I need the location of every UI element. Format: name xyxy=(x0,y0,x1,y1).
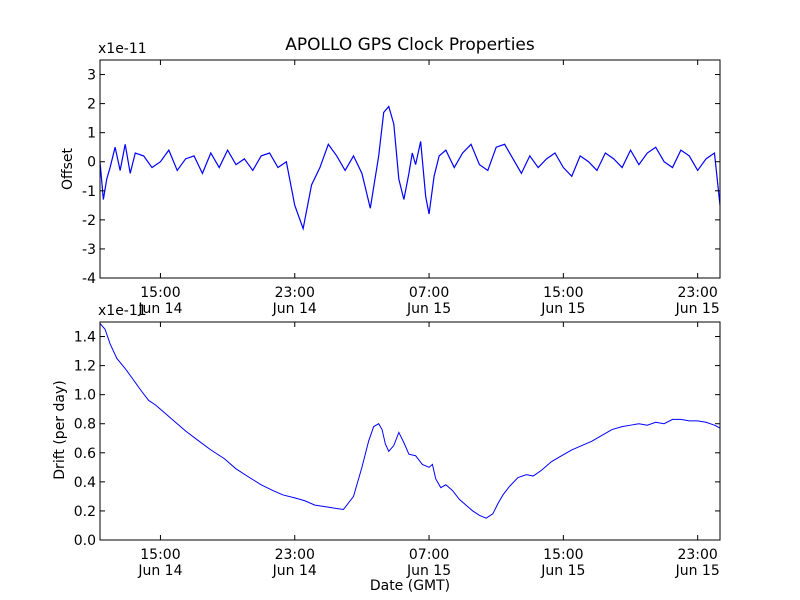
y-tick-label: 0 xyxy=(87,155,96,171)
drift-y-axis-label: Drift (per day) xyxy=(52,380,68,479)
y-tick-label: 0.0 xyxy=(74,533,96,549)
x-tick-date-label: Jun 15 xyxy=(540,563,585,579)
y-tick-label: 3 xyxy=(87,68,96,84)
y-tick-label: 1 xyxy=(87,126,96,142)
drift-multiplier-label: x1e-11 xyxy=(98,303,147,319)
y-tick-label: 0.2 xyxy=(74,504,96,520)
x-tick-date-label: Jun 15 xyxy=(675,301,720,317)
x-tick-date-label: Jun 15 xyxy=(406,301,451,317)
y-tick-label: 1.4 xyxy=(74,330,96,346)
x-tick-time-label: 07:00 xyxy=(409,285,449,301)
x-tick-time-label: 15:00 xyxy=(140,285,180,301)
offset-y-axis-label: Offset xyxy=(60,147,76,190)
x-tick-time-label: 23:00 xyxy=(677,285,717,301)
x-tick-time-label: 15:00 xyxy=(140,547,180,563)
offset-chart: APOLLO GPS Clock Properties x1e-11 Offse… xyxy=(60,35,721,317)
y-tick-label: 2 xyxy=(87,97,96,113)
drift-x-axis-label: Date (GMT) xyxy=(370,578,450,594)
x-tick-date-label: Jun 14 xyxy=(272,301,317,317)
y-tick-label: 1.0 xyxy=(74,388,96,404)
x-tick-time-label: 07:00 xyxy=(409,547,449,563)
y-tick-label: -3 xyxy=(82,242,96,258)
drift-series-layer xyxy=(99,323,721,519)
series-line-0 xyxy=(99,323,721,519)
series-line-0 xyxy=(99,105,721,231)
x-tick-date-label: Jun 15 xyxy=(540,301,585,317)
drift-plot-frame xyxy=(99,321,721,541)
offset-multiplier-label: x1e-11 xyxy=(98,41,147,57)
x-tick-time-label: 23:00 xyxy=(275,547,315,563)
y-tick-label: 0.8 xyxy=(74,417,96,433)
x-tick-time-label: 23:00 xyxy=(677,547,717,563)
x-tick-date-label: Jun 15 xyxy=(406,563,451,579)
y-tick-label: -4 xyxy=(82,271,96,287)
y-tick-label: -1 xyxy=(82,184,96,200)
y-tick-label: 0.4 xyxy=(74,475,96,491)
x-tick-time-label: 23:00 xyxy=(275,285,315,301)
drift-chart: x1e-11 Drift (per day) Date (GMT) 0.0 0.2… xyxy=(52,303,721,594)
y-tick-label: 1.2 xyxy=(74,359,96,375)
x-tick-date-label: Jun 14 xyxy=(137,563,182,579)
offset-y-ticks: -4 -3 -2 -1 0 1 2 3 xyxy=(82,68,720,287)
y-tick-label: -2 xyxy=(82,213,96,229)
offset-plot-frame xyxy=(99,59,721,279)
chart-title: APOLLO GPS Clock Properties xyxy=(285,35,535,55)
x-tick-date-label: Jun 14 xyxy=(137,301,182,317)
x-tick-time-label: 15:00 xyxy=(543,285,583,301)
offset-series-layer xyxy=(99,105,721,231)
y-tick-label: 0.6 xyxy=(74,446,96,462)
x-tick-time-label: 15:00 xyxy=(543,547,583,563)
drift-y-ticks: 0.0 0.2 0.4 0.6 0.8 1.0 1.2 1.4 xyxy=(74,330,720,549)
x-tick-date-label: Jun 14 xyxy=(272,563,317,579)
x-tick-date-label: Jun 15 xyxy=(675,563,720,579)
